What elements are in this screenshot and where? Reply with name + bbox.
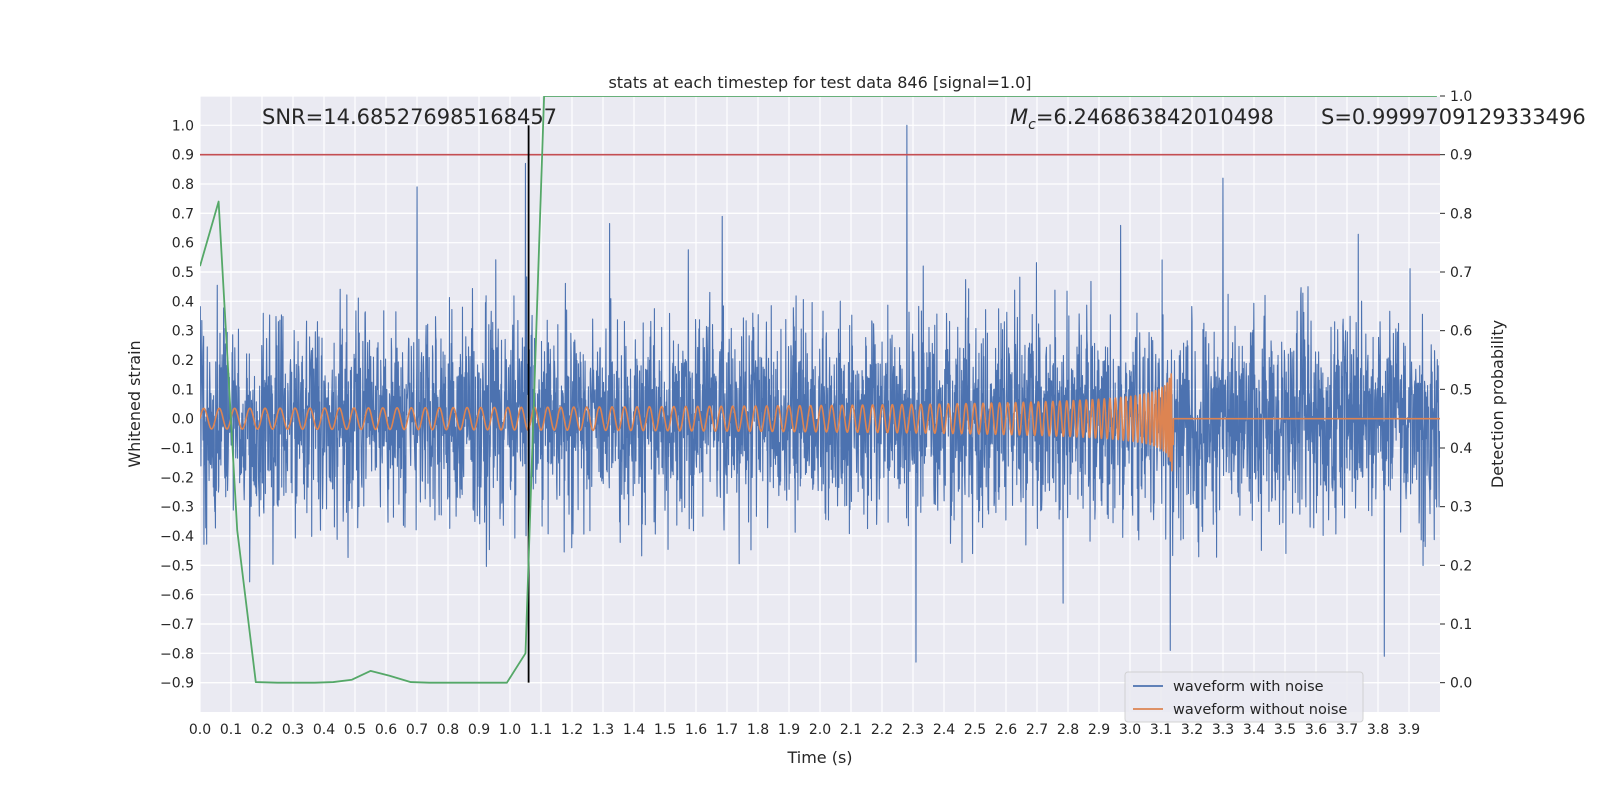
x-tick-label: 3.0 xyxy=(1119,722,1141,738)
x-tick-label: 0.4 xyxy=(313,722,335,738)
chart-title: stats at each timestep for test data 846… xyxy=(608,73,1031,92)
x-tick-label: 3.7 xyxy=(1336,722,1358,738)
x-tick-label: 3.6 xyxy=(1305,722,1327,738)
legend-label-waveform-with-noise: waveform with noise xyxy=(1173,679,1324,695)
snr-annotation: SNR=14.685276985168457 xyxy=(262,105,557,129)
y-left-tick-label: −0.5 xyxy=(160,558,194,574)
x-tick-label: 3.8 xyxy=(1367,722,1389,738)
y-left-tick-label: 0.9 xyxy=(172,148,194,164)
x-tick-label: 0.8 xyxy=(437,722,459,738)
y-left-tick-label: −0.6 xyxy=(160,588,194,604)
x-tick-label: 1.2 xyxy=(561,722,583,738)
x-tick-label: 1.8 xyxy=(747,722,769,738)
y-left-tick-label: 1.0 xyxy=(172,118,194,134)
chirp-mass-subscript: c xyxy=(1028,117,1036,133)
x-tick-label: 3.4 xyxy=(1243,722,1265,738)
y-right-tick-label: 0.4 xyxy=(1450,441,1472,457)
legend: waveform with noise waveform without noi… xyxy=(1124,671,1364,723)
y-right-tick-label: 0.6 xyxy=(1450,324,1472,340)
x-tick-label: 0.3 xyxy=(282,722,304,738)
y-left-tick-label: 0.0 xyxy=(172,412,194,428)
x-tick-label: 3.3 xyxy=(1212,722,1234,738)
legend-label-waveform-without-noise: waveform without noise xyxy=(1173,702,1347,718)
y-left-tick-label: 0.2 xyxy=(172,353,194,369)
y-left-tick-label: −0.2 xyxy=(160,470,194,486)
x-tick-label: 0.5 xyxy=(344,722,366,738)
y-left-tick-label: 0.3 xyxy=(172,324,194,340)
y-right-tick-label: 0.3 xyxy=(1450,500,1472,516)
y-right-tick-label: 0.5 xyxy=(1450,382,1472,398)
x-tick-label: 3.1 xyxy=(1150,722,1172,738)
y-right-axis-label: Detection probability xyxy=(1488,320,1507,488)
y-left-tick-label: −0.4 xyxy=(160,529,194,545)
y-left-tick-label: 0.7 xyxy=(172,206,194,222)
x-tick-label: 0.9 xyxy=(468,722,490,738)
x-tick-label: 0.1 xyxy=(220,722,242,738)
y-left-tick-label: −0.1 xyxy=(160,441,194,457)
x-tick-label: 0.7 xyxy=(406,722,428,738)
s-annotation: S=0.9999709129333496 xyxy=(1321,105,1586,129)
x-tick-label: 2.5 xyxy=(964,722,986,738)
x-tick-label: 1.3 xyxy=(592,722,614,738)
chirp-mass-annotation: Mc=6.246863842010498 xyxy=(1010,105,1274,133)
x-tick-label: 2.0 xyxy=(809,722,831,738)
y-right-tick-label: 0.1 xyxy=(1450,617,1472,633)
y-left-tick-label: 0.8 xyxy=(172,177,194,193)
x-tick-label: 2.9 xyxy=(1088,722,1110,738)
x-tick-label: 1.4 xyxy=(623,722,645,738)
x-tick-label: 0.6 xyxy=(375,722,397,738)
x-tick-label: 1.1 xyxy=(530,722,552,738)
chirp-mass-value: =6.246863842010498 xyxy=(1036,105,1274,129)
series-line-waveform-without-noise xyxy=(200,373,1440,472)
y-left-axis-ticks: −0.9 −0.8 −0.7 −0.6 −0.5 −0.4 −0.3 −0.2 −0.1 0.0 0… xyxy=(160,118,194,691)
legend-box xyxy=(1124,671,1364,723)
y-right-tick-label: 0.9 xyxy=(1450,148,1472,164)
y-right-tick-label: 0.7 xyxy=(1450,265,1472,281)
series-line-detection-probability xyxy=(200,96,1437,684)
y-left-tick-label: 0.1 xyxy=(172,382,194,398)
x-axis-ticks: 0.0 0.1 0.2 0.3 0.4 0.5 0.6 0.7 0.8 0.9 1.0 1.1 1.2 1… xyxy=(189,722,1420,738)
x-tick-label: 2.7 xyxy=(1026,722,1048,738)
y-left-tick-label: 0.4 xyxy=(172,294,194,310)
x-tick-label: 1.0 xyxy=(499,722,521,738)
y-right-tick-label: 0.8 xyxy=(1450,206,1472,222)
y-left-axis-label: Whitened strain xyxy=(125,340,144,467)
x-tick-label: 2.2 xyxy=(871,722,893,738)
y-left-tick-label: 0.5 xyxy=(172,265,194,281)
x-tick-label: 3.9 xyxy=(1398,722,1420,738)
x-tick-label: 0.0 xyxy=(189,722,211,738)
x-tick-label: 2.8 xyxy=(1057,722,1079,738)
y-right-tick-label: 1.0 xyxy=(1450,89,1472,105)
y-left-tick-label: −0.9 xyxy=(160,676,194,692)
plot-lines xyxy=(200,96,1440,684)
y-right-axis-ticks: 0.0 0.1 0.2 0.3 0.4 0.5 0.6 0.7 0.8 0.9 1.0 xyxy=(1440,89,1472,692)
y-right-tick-label: 0.2 xyxy=(1450,558,1472,574)
x-tick-label: 2.4 xyxy=(933,722,955,738)
x-tick-label: 0.2 xyxy=(251,722,273,738)
y-right-tick-label: 0.0 xyxy=(1450,676,1472,692)
x-axis-label: Time (s) xyxy=(786,748,852,767)
y-left-tick-label: −0.3 xyxy=(160,500,194,516)
y-left-tick-label: −0.7 xyxy=(160,617,194,633)
chirp-mass-symbol: M xyxy=(1010,105,1028,129)
x-tick-label: 1.7 xyxy=(716,722,738,738)
x-tick-label: 1.9 xyxy=(778,722,800,738)
x-tick-label: 2.3 xyxy=(902,722,924,738)
x-tick-label: 2.6 xyxy=(995,722,1017,738)
y-left-tick-label: −0.8 xyxy=(160,646,194,662)
x-tick-label: 1.6 xyxy=(685,722,707,738)
x-tick-label: 2.1 xyxy=(840,722,862,738)
x-tick-label: 3.2 xyxy=(1181,722,1203,738)
x-tick-label: 3.5 xyxy=(1274,722,1296,738)
y-left-tick-label: 0.6 xyxy=(172,236,194,252)
series-line-waveform-with-noise xyxy=(200,124,1440,663)
x-tick-label: 1.5 xyxy=(654,722,676,738)
